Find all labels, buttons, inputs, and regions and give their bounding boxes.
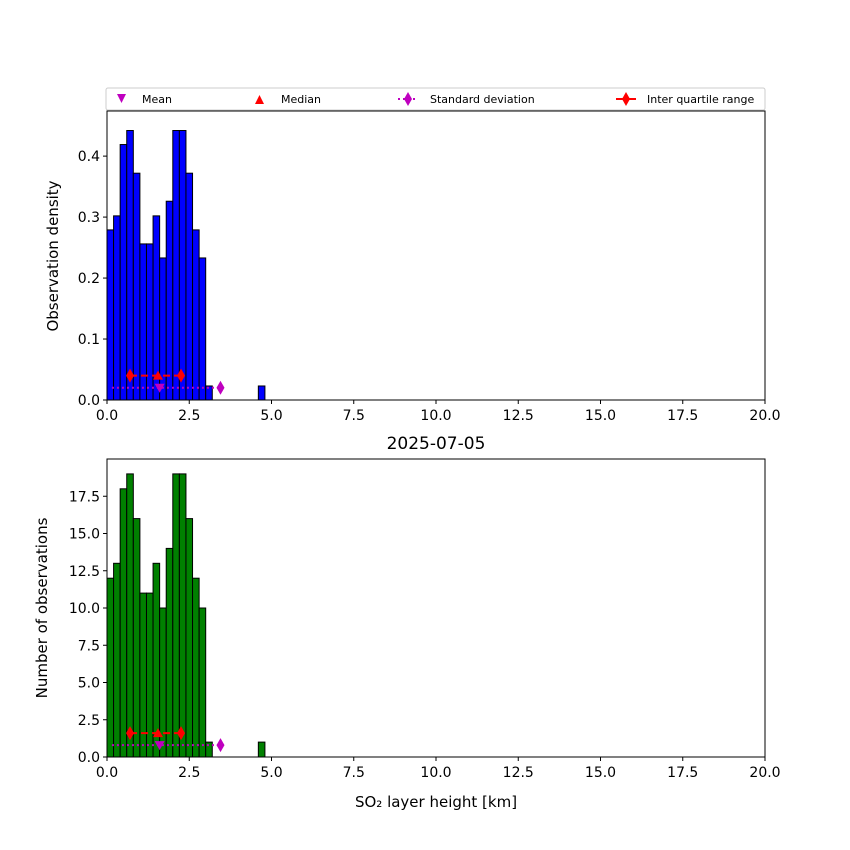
x-tick-label: 5.0 [260, 765, 282, 781]
x-tick-label: 17.5 [667, 765, 698, 781]
legend-label-std: Standard deviation [430, 93, 535, 106]
y-tick-label: 17.5 [69, 489, 100, 505]
y-axis-label-density: Observation density [44, 180, 62, 331]
y-tick-label: 10.0 [69, 601, 100, 617]
std-legend-marker [404, 92, 412, 106]
histogram-bar [132, 172, 141, 401]
x-tick-label: 7.5 [343, 765, 365, 781]
histogram-bar [257, 741, 266, 758]
y-tick-label: 0.1 [78, 332, 100, 348]
histogram-bar [185, 172, 194, 401]
histogram-bar [178, 130, 187, 401]
mean-legend-marker [117, 94, 126, 103]
histogram-bar [192, 229, 200, 401]
histogram-bar [106, 229, 115, 401]
y-tick-label: 7.5 [78, 638, 100, 654]
histogram-bar [113, 215, 121, 401]
x-tick-label: 0.0 [96, 765, 118, 781]
x-axis-label: SO₂ layer height [km] [355, 793, 517, 811]
iqr-marker [126, 726, 135, 741]
density-axes: 0.0 2.5 5.0 7.5 10.0 12.5 15.0 17.5 20.0 0.0 0.1 0.… [78, 110, 781, 424]
x-tick-label: 10.0 [420, 765, 451, 781]
iqr-marker [177, 726, 186, 741]
y-tick-label: 0.0 [78, 393, 100, 409]
legend: Mean Median Standard deviation Inter qua… [105, 87, 766, 111]
x-tick-label: 0.0 [96, 408, 118, 424]
median-legend-marker [255, 95, 264, 104]
y-tick-label: 0.3 [78, 210, 100, 226]
x-tick-label: 15.0 [585, 408, 616, 424]
histogram-bar [178, 473, 187, 758]
histogram-bar [192, 577, 200, 758]
histogram-bar [126, 130, 134, 401]
legend-label-mean: Mean [142, 93, 172, 106]
x-tick-label: 2.5 [178, 408, 200, 424]
histogram-bar [126, 473, 134, 758]
x-tick-label: 2.5 [178, 765, 200, 781]
histogram-bar [185, 518, 194, 758]
x-tick-label: 20.0 [749, 765, 780, 781]
histogram-bar [257, 385, 266, 401]
histogram-bar [205, 741, 213, 758]
histogram-bar [205, 385, 213, 401]
iqr-marker [126, 368, 135, 383]
axes-title: 2025-07-05 [387, 434, 486, 454]
std-marker [216, 380, 225, 395]
legend-label-iqr: Inter quartile range [647, 93, 754, 106]
histogram-bar [172, 130, 180, 401]
legend-label-median: Median [281, 93, 321, 106]
x-tick-label: 12.5 [503, 408, 534, 424]
x-tick-label: 12.5 [503, 765, 534, 781]
histogram-bar [198, 607, 207, 758]
y-tick-label: 0.2 [78, 271, 100, 287]
y-tick-label: 5.0 [78, 676, 100, 692]
histogram-bar [132, 518, 141, 758]
x-tick-label: 7.5 [343, 408, 365, 424]
y-tick-label: 2.5 [78, 713, 100, 729]
y-tick-label: 0.0 [78, 750, 100, 766]
y-tick-label: 15.0 [69, 527, 100, 543]
histogram-bar [165, 547, 174, 758]
y-tick-label: 0.4 [78, 149, 100, 165]
histogram-bar [119, 144, 128, 401]
median-marker [152, 728, 163, 738]
y-axis-label-count: Number of observations [33, 517, 51, 698]
mean-marker [154, 383, 165, 393]
histogram-bar [172, 473, 180, 758]
count-axes: 0.0 2.5 5.0 7.5 10.0 12.5 15.0 17.5 20.0 0.0 2.5 5.… [69, 458, 781, 781]
iqr-marker [177, 368, 186, 383]
y-tick-label: 12.5 [69, 564, 100, 580]
histogram-bar [106, 577, 115, 758]
x-tick-label: 10.0 [420, 408, 451, 424]
histogram-bar [152, 562, 161, 758]
x-tick-label: 15.0 [585, 765, 616, 781]
x-tick-label: 20.0 [749, 408, 780, 424]
std-marker [216, 738, 225, 753]
histogram-bar [119, 488, 128, 758]
histogram-bar [165, 200, 174, 401]
x-tick-label: 5.0 [260, 408, 282, 424]
iqr-legend-marker [622, 92, 630, 106]
x-tick-label: 17.5 [667, 408, 698, 424]
histogram-bar [113, 562, 121, 758]
median-marker [152, 370, 163, 380]
mean-marker [154, 741, 165, 751]
histogram-bar [198, 257, 207, 401]
